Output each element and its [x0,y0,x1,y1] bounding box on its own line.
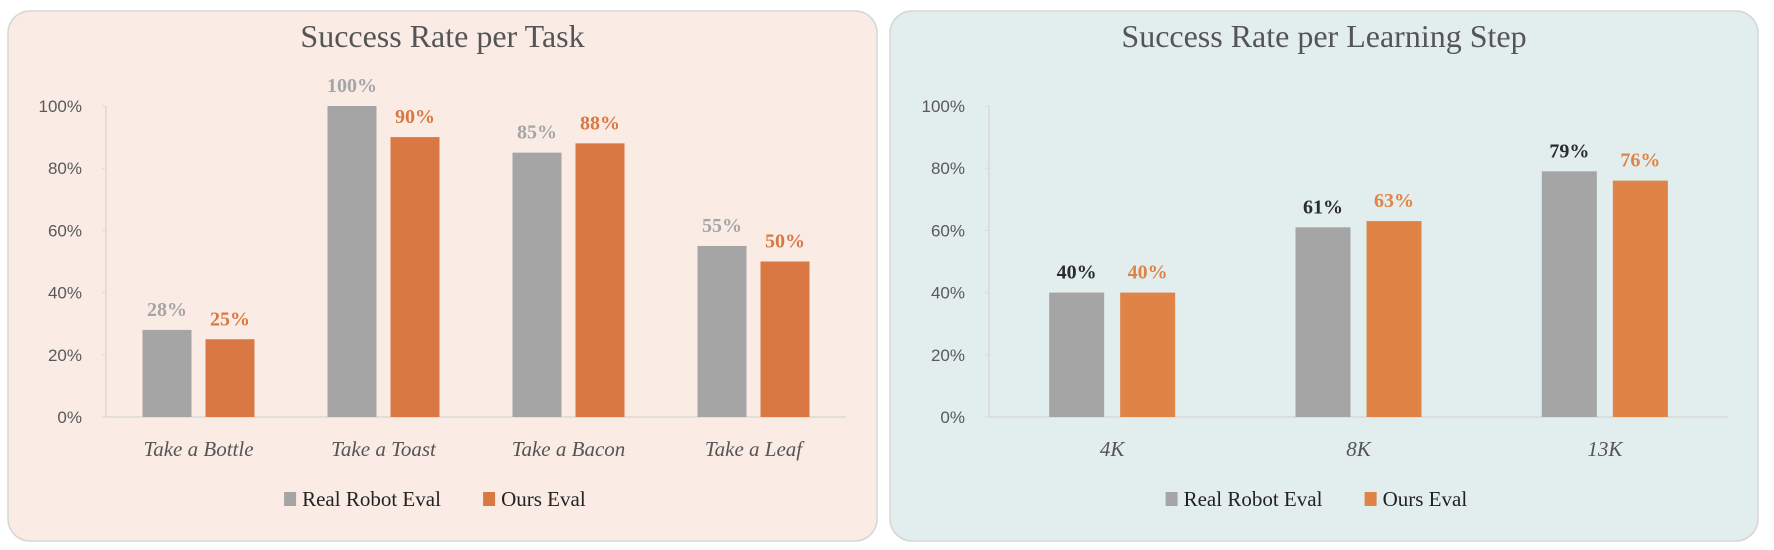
data-label: 61% [1303,196,1343,218]
data-label: 79% [1549,140,1589,162]
legend-label: Ours Eval [501,487,586,511]
legend-swatch [483,492,496,506]
data-label: 63% [1374,190,1414,212]
bar-real-robot-eval [142,329,192,417]
x-tick-label: Take a Toast [331,437,437,461]
chart-panel-1: Success Rate per Task 0% 20% 40% 60% 80% 100% T… [7,10,878,542]
y-tick-label: 100% [922,97,965,116]
x-tick-label: 13K [1587,437,1623,461]
bar-ours-eval [1366,221,1422,417]
panel-background [7,10,878,542]
x-tick-label: Take a Bacon [512,437,626,461]
data-label: 25% [210,308,250,330]
data-label: 90% [395,106,435,128]
data-label: 85% [517,122,557,144]
legend: Real Robot Eval Ours Eval [1165,487,1468,511]
legend-label: Real Robot Eval [302,487,441,511]
bar-real-robot-eval [1541,171,1597,417]
data-label: 55% [702,215,742,237]
y-tick-label: 80% [48,159,82,178]
bar-real-robot-eval [1295,227,1351,417]
y-tick-label: 0% [57,408,82,427]
x-tick-label: 8K [1346,437,1372,461]
legend-swatch [1364,492,1377,506]
x-tick-label: Take a Leaf [705,437,805,461]
bar-ours-eval [575,143,625,417]
bar-real-robot-eval [697,245,747,417]
y-tick-label: 60% [48,221,82,240]
bar-ours-eval [1120,292,1176,417]
y-tick-label: 100% [39,97,82,116]
bar-real-robot-eval [512,152,562,417]
bar-ours-eval [760,261,810,417]
legend: Real Robot Eval Ours Eval [284,487,586,511]
bar-ours-eval [205,339,255,417]
data-label: 50% [765,231,805,253]
chart-title: Success Rate per Task [300,18,584,54]
data-label: 40% [1057,262,1097,284]
data-label: 88% [580,112,620,134]
y-tick-label: 60% [931,221,965,240]
chart-title: Success Rate per Learning Step [1121,18,1526,54]
bar-ours-eval [1612,180,1668,417]
legend-swatch [284,492,297,506]
x-tick-label: Take a Bottle [143,437,253,461]
bar-ours-eval [390,137,440,417]
bar-real-robot-eval [327,106,377,417]
data-label: 40% [1128,262,1168,284]
y-tick-label: 40% [931,284,965,303]
legend-label: Real Robot Eval [1184,487,1323,511]
legend-label: Ours Eval [1383,487,1468,511]
y-tick-label: 20% [48,346,82,365]
y-tick-label: 0% [940,408,965,427]
x-tick-label: 4K [1100,437,1126,461]
y-tick-label: 40% [48,284,82,303]
data-label: 76% [1620,150,1660,172]
y-tick-label: 20% [931,346,965,365]
chart-panel-2: Success Rate per Learning Step 0% 20% 40% 60… [889,10,1759,542]
y-tick-label: 80% [931,159,965,178]
bar-real-robot-eval [1049,292,1105,417]
data-label: 100% [327,75,377,97]
data-label: 28% [147,299,187,321]
legend-swatch [1165,492,1178,506]
